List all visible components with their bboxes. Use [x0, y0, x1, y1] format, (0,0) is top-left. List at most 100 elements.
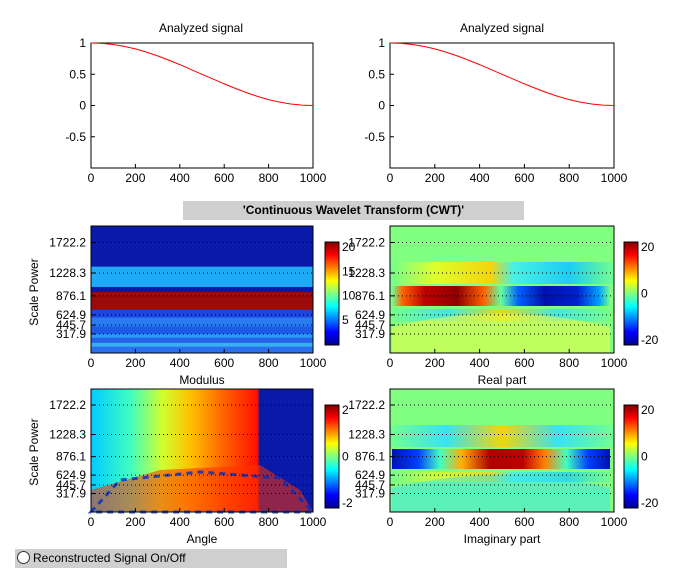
x-axis-label: Angle	[187, 532, 218, 546]
y-tick-label: 317.9	[355, 487, 385, 501]
angle-heatmap: 0 200 400 600 800 1000 1722.2 1228.3 876.1 624.9…	[27, 388, 353, 546]
plot-area	[90, 42, 314, 169]
colorbar-tick-label: -20	[641, 496, 659, 510]
colorbar	[623, 241, 639, 346]
scale-band	[91, 346, 313, 354]
y-axis-label: Scale Power	[27, 418, 41, 485]
x-tick-label: 1000	[300, 356, 327, 370]
x-ticks: 0 200 400 600 800 1000	[387, 508, 628, 529]
y-tick-label: 445.7	[56, 478, 86, 492]
y-tick-label: 1722.2	[49, 398, 86, 412]
y-tick-label: 1722.2	[348, 236, 385, 250]
y-tick-label: 317.9	[355, 327, 385, 341]
x-tick-label: 200	[425, 171, 445, 185]
dominant-band	[392, 286, 610, 306]
signal-right-chart: Analyzed signal 0 200 400 600 800 1000 1 0.5 0 -…	[364, 21, 627, 185]
chart-title: Analyzed signal	[159, 21, 243, 35]
scale-gridlines	[91, 242, 313, 335]
y-tick-label: 0	[79, 99, 86, 113]
plot-area	[389, 388, 615, 513]
y-tick-label: 624.9	[56, 468, 86, 482]
y-tick-label: 445.7	[355, 318, 385, 332]
colorbar-tick-label: 0	[641, 450, 648, 464]
scale-band	[91, 292, 313, 311]
y-tick-label: 317.9	[56, 327, 86, 341]
y-tick-label: 445.7	[355, 478, 385, 492]
y-tick-label: 445.7	[56, 318, 86, 332]
plot-area	[90, 388, 314, 513]
colorbar-ticks: 20 0 -20	[641, 240, 659, 347]
x-tick-label: 600	[514, 356, 534, 370]
plot-area	[389, 225, 615, 354]
x-ticks: 0 200 400 600 800 1000	[88, 508, 327, 529]
y-tick-label: 0.5	[368, 67, 385, 81]
x-tick-label: 800	[559, 356, 579, 370]
x-tick-label: 200	[125, 515, 145, 529]
colorbar-tick-label: 20	[342, 240, 356, 254]
colorbar-ticks: 2 0 -2	[342, 403, 353, 510]
x-tick-label: 1000	[601, 356, 628, 370]
scale-band	[91, 226, 313, 268]
colorbar-tick-label: -2	[342, 496, 353, 510]
signal-left-chart: Analyzed signal 0 200 400 600 800 1000 1 0.5 0 -…	[65, 21, 326, 185]
y-tick-label: 1228.3	[348, 266, 385, 280]
x-tick-label: 800	[259, 171, 279, 185]
y-tick-label: 1722.2	[348, 398, 385, 412]
y-tick-label: 1228.3	[348, 428, 385, 442]
y-tick-label: 1228.3	[49, 266, 86, 280]
y-tick-label: 876.1	[355, 450, 385, 464]
x-ticks: 0 200 400 600 800 1000	[387, 164, 628, 185]
x-tick-label: 1000	[300, 515, 327, 529]
y-tick-label: -0.5	[364, 130, 385, 144]
colorbar	[623, 404, 639, 509]
scale-band	[91, 317, 313, 327]
reconstructed-signal-toggle[interactable]: Reconstructed Signal On/Off	[15, 549, 287, 568]
x-axis-label: Real part	[478, 373, 527, 387]
colorbar-tick-label: 15	[342, 264, 356, 278]
scale-bands	[91, 226, 313, 354]
y-tick-label: 876.1	[56, 289, 86, 303]
y-tick-label: 1722.2	[49, 236, 86, 250]
x-ticks: 0 200 400 600 800 1000	[88, 349, 327, 370]
lower-field	[392, 472, 610, 482]
y-tick-label: 1228.3	[49, 428, 86, 442]
scale-band	[91, 326, 313, 335]
x-tick-label: 0	[88, 171, 95, 185]
x-tick-label: 200	[125, 356, 145, 370]
colorbar-tick-label: 2	[342, 403, 349, 417]
upper-field	[390, 425, 614, 447]
x-tick-label: 0	[387, 356, 394, 370]
scale-band	[91, 333, 313, 339]
y-tick-label: 0	[378, 99, 385, 113]
x-tick-label: 800	[259, 515, 279, 529]
x-tick-label: 400	[470, 356, 490, 370]
x-tick-label: 1000	[601, 171, 628, 185]
x-tick-label: 400	[470, 515, 490, 529]
y-tick-label: -0.5	[65, 130, 86, 144]
radio-icon[interactable]	[17, 551, 30, 564]
x-tick-label: 1000	[300, 171, 327, 185]
y-ticks: 1 0.5 0 -0.5	[65, 36, 95, 144]
x-tick-label: 0	[88, 356, 95, 370]
colorbar-tick-label: 10	[342, 289, 356, 303]
dominant-band	[392, 449, 610, 469]
y-tick-label: 876.1	[355, 289, 385, 303]
x-tick-label: 0	[387, 171, 394, 185]
cone-of-influence	[392, 313, 610, 353]
x-tick-label: 200	[425, 515, 445, 529]
scale-gridlines	[390, 242, 614, 335]
x-tick-label: 800	[259, 356, 279, 370]
x-tick-label: 800	[559, 171, 579, 185]
plot-area	[389, 42, 615, 169]
colorbar-tick-label: 20	[641, 240, 655, 254]
x-axis-label: Imaginary part	[464, 532, 541, 546]
y-tick-label: 624.9	[355, 468, 385, 482]
x-tick-label: 200	[125, 171, 145, 185]
colorbar-tick-label: 0	[342, 450, 349, 464]
toggle-label: Reconstructed Signal On/Off	[33, 551, 186, 565]
x-tick-label: 400	[170, 515, 190, 529]
x-tick-label: 0	[387, 515, 394, 529]
scale-band	[91, 286, 313, 293]
